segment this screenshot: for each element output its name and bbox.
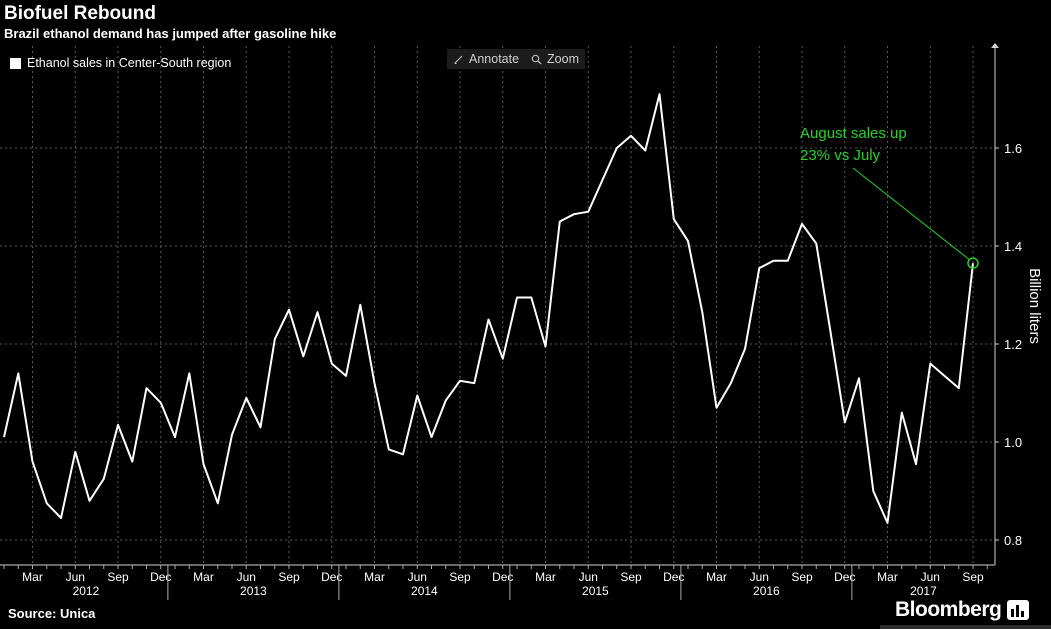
- x-tick-label: Dec: [834, 570, 855, 584]
- annotate-button[interactable]: Annotate: [447, 52, 525, 66]
- year-label: 2014: [411, 584, 438, 598]
- zoom-label: Zoom: [547, 52, 579, 66]
- y-tick-label: 1.4: [1004, 239, 1022, 254]
- year-label: 2016: [753, 584, 780, 598]
- zoom-button[interactable]: Zoom: [525, 52, 585, 66]
- x-tick-layer: Mar Jun Sep Dec Mar Jun Sep Dec Mar Jun Sep Dec Mar J…: [3, 565, 988, 600]
- bloomberg-logo: Bloomberg: [895, 598, 1030, 622]
- x-tick-label: Jun: [66, 570, 85, 584]
- ethanol-sales-line: [3, 93, 974, 524]
- annotation-marker: [967, 257, 979, 269]
- x-tick-label: Dec: [321, 570, 342, 584]
- grid-layer: [0, 46, 995, 565]
- legend-label: Ethanol sales in Center-South region: [27, 56, 232, 70]
- magnifier-icon: [531, 54, 542, 64]
- annotation-text-line1: August sales up: [800, 125, 907, 142]
- x-tick-label: Dec: [150, 570, 171, 584]
- x-tick-label: Sep: [449, 570, 471, 584]
- legend: Ethanol sales in Center-South region: [10, 56, 231, 70]
- x-tick-label: Sep: [962, 570, 984, 584]
- annotation-leader-line: [852, 167, 971, 261]
- x-tick-label: Dec: [492, 570, 513, 584]
- annotate-label: Annotate: [469, 52, 520, 66]
- x-tick-label: Jun: [921, 570, 940, 584]
- year-label: 2017: [910, 584, 937, 598]
- chart-title: Biofuel Rebound: [4, 3, 156, 24]
- legend-swatch: [10, 57, 21, 69]
- x-tick-label: Mar: [535, 570, 556, 584]
- bar-chart-icon: [1007, 600, 1030, 620]
- x-tick-label: Sep: [278, 570, 300, 584]
- x-tick-label: Dec: [663, 570, 684, 584]
- y-tick-label: 1.2: [1004, 337, 1022, 352]
- x-tick-label: Mar: [22, 570, 43, 584]
- brand-text: Bloomberg: [895, 598, 1002, 621]
- x-tick-label: Jun: [750, 570, 769, 584]
- y-tick-layer: 0.8 1.0 1.2 1.4 1.6: [995, 141, 1022, 548]
- x-tick-label: Mar: [877, 570, 898, 584]
- year-label: 2013: [240, 584, 267, 598]
- y-axis-arrow: [991, 43, 999, 48]
- annotation-text-line2: 23% vs July: [800, 147, 881, 164]
- y-tick-label: 1.6: [1004, 141, 1022, 156]
- y-tick-label: 0.8: [1004, 533, 1022, 548]
- chart-subtitle: Brazil ethanol demand has jumped after g…: [4, 26, 337, 41]
- x-tick-label: Jun: [579, 570, 598, 584]
- source-note: Source: Unica: [8, 606, 96, 621]
- x-tick-label: Sep: [620, 570, 642, 584]
- x-tick-label: Sep: [791, 570, 813, 584]
- footer-bar: [880, 625, 1051, 629]
- pencil-icon: [454, 55, 463, 64]
- x-tick-label: Sep: [107, 570, 129, 584]
- x-tick-label: Mar: [193, 570, 214, 584]
- x-tick-label: Jun: [408, 570, 427, 584]
- x-tick-label: Mar: [364, 570, 385, 584]
- y-tick-label: 1.0: [1004, 435, 1022, 450]
- y-axis-label: Billion liters: [1026, 268, 1043, 344]
- year-label: 2015: [582, 584, 609, 598]
- year-label: 2012: [73, 584, 100, 598]
- x-tick-label: Mar: [706, 570, 727, 584]
- chart-toolbar: Annotate Zoom: [447, 49, 585, 69]
- x-tick-label: Jun: [237, 570, 256, 584]
